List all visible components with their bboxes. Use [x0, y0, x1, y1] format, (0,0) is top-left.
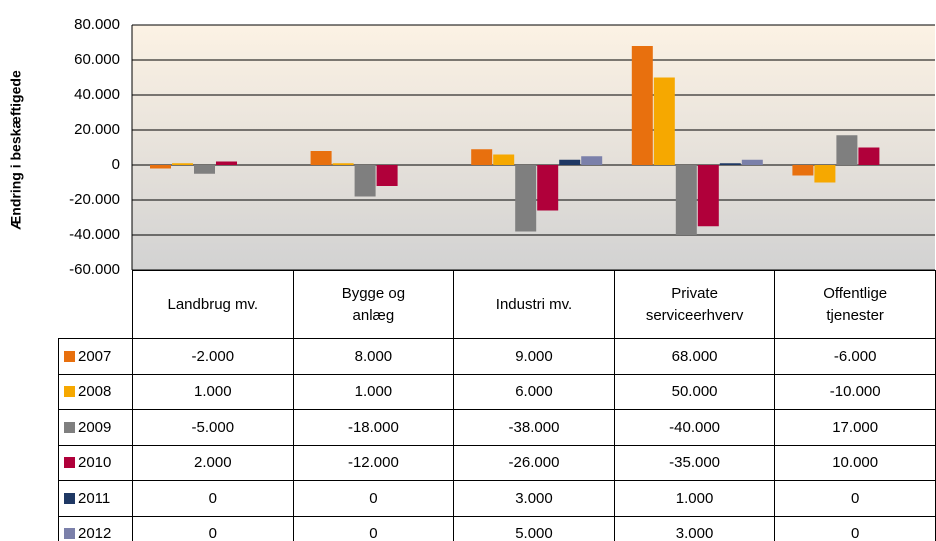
- legend-cell: 2009: [58, 409, 133, 446]
- legend-cell: 2011: [58, 480, 133, 517]
- y-axis-label: Ændring i beskæftigede: [8, 70, 24, 230]
- value-cell: -18.000: [292, 409, 455, 446]
- bar: [559, 159, 581, 165]
- legend-label: 2009: [78, 418, 112, 436]
- value-cell: 0: [132, 515, 294, 541]
- bar: [814, 165, 836, 183]
- y-tick-label: 80.000: [74, 16, 120, 33]
- data-table: Landbrug mv. Bygge og anlæg Industri mv. Pr…: [58, 270, 936, 541]
- legend-label: 2008: [78, 383, 112, 401]
- bar: [471, 149, 493, 165]
- bar: [631, 46, 653, 165]
- value-cell: -26.000: [453, 444, 615, 481]
- value-cell: 10.000: [774, 444, 936, 481]
- category-label: Industri mv.: [453, 270, 615, 339]
- value-cell: 0: [774, 515, 936, 541]
- legend-swatch: [64, 457, 75, 469]
- legend-swatch: [64, 386, 75, 398]
- bar: [493, 154, 515, 165]
- value-cell: 0: [292, 515, 455, 541]
- bar: [150, 165, 171, 169]
- bar: [581, 156, 603, 165]
- bar: [376, 165, 398, 186]
- table-row: 2009 -5.000 -18.000 -38.000 -40.000 17.000: [58, 409, 936, 446]
- bar: [792, 165, 814, 176]
- bar: [719, 163, 741, 165]
- header-row: Landbrug mv. Bygge og anlæg Industri mv. Pr…: [58, 270, 936, 339]
- legend-label: 2011: [78, 489, 111, 507]
- legend-label: 2007: [78, 347, 112, 365]
- legend-swatch: [64, 492, 75, 504]
- value-cell: 9.000: [453, 338, 615, 375]
- table-row: 2007 -2.000 8.000 9.000 68.000 -6.000: [58, 338, 936, 375]
- legend-cell: 2007: [58, 338, 133, 375]
- category-label: Offentlige tjenester: [774, 270, 936, 339]
- bar: [697, 165, 719, 227]
- value-cell: -6.000: [774, 338, 936, 375]
- y-tick-label: 60.000: [74, 51, 120, 68]
- value-cell: 68.000: [613, 338, 776, 375]
- bar: [194, 165, 215, 174]
- value-cell: -2.000: [132, 338, 294, 375]
- y-tick-label: 20.000: [74, 121, 120, 138]
- category-label: Bygge og anlæg: [292, 270, 455, 339]
- table-row: 2011 0 0 3.000 1.000 0: [58, 480, 936, 517]
- legend-swatch: [64, 350, 75, 362]
- legend-cell: 2010: [58, 444, 133, 481]
- bar: [515, 165, 537, 232]
- y-tick-label: -20.000: [69, 191, 120, 208]
- bar: [653, 77, 675, 165]
- bar: [836, 135, 858, 165]
- table-row: 2010 2.000 -12.000 -26.000 -35.000 10.000: [58, 444, 936, 481]
- plot-background: [132, 25, 935, 270]
- value-cell: 8.000: [292, 338, 455, 375]
- value-cell: 1.000: [613, 480, 776, 517]
- value-cell: -12.000: [292, 444, 455, 481]
- value-cell: 17.000: [774, 409, 936, 446]
- bar: [741, 159, 763, 165]
- y-tick-label: -40.000: [69, 226, 120, 243]
- value-cell: -10.000: [774, 373, 936, 410]
- y-tick-label: 0: [112, 156, 120, 173]
- table-row: 2012 0 0 5.000 3.000 0: [58, 515, 936, 541]
- bar: [858, 147, 880, 165]
- bar: [537, 165, 559, 211]
- value-cell: 3.000: [453, 480, 615, 517]
- legend-label: 2010: [78, 454, 112, 472]
- value-cell: 6.000: [453, 373, 615, 410]
- corner: [58, 270, 133, 339]
- legend-label: 2012: [78, 525, 112, 541]
- value-cell: -38.000: [453, 409, 615, 446]
- value-cell: 0: [292, 480, 455, 517]
- value-cell: -5.000: [132, 409, 294, 446]
- value-cell: 0: [774, 480, 936, 517]
- value-cell: 0: [132, 480, 294, 517]
- value-cell: -40.000: [613, 409, 776, 446]
- bar: [354, 165, 376, 197]
- value-cell: 1.000: [292, 373, 455, 410]
- value-cell: 2.000: [132, 444, 294, 481]
- category-label: Private serviceerhverv: [613, 270, 776, 339]
- value-cell: -35.000: [613, 444, 776, 481]
- y-tick-label: 40.000: [74, 86, 120, 103]
- legend-swatch: [64, 421, 75, 433]
- value-cell: 1.000: [132, 373, 294, 410]
- table-row: 2008 1.000 1.000 6.000 50.000 -10.000: [58, 373, 936, 410]
- value-cell: 3.000: [613, 515, 776, 541]
- bar: [310, 151, 332, 165]
- legend-cell: 2008: [58, 373, 133, 410]
- bar: [675, 165, 697, 235]
- legend-swatch: [64, 528, 75, 540]
- bar: [332, 163, 354, 165]
- category-label: Landbrug mv.: [132, 270, 294, 339]
- bar: [216, 161, 237, 165]
- value-cell: 5.000: [453, 515, 615, 541]
- value-cell: 50.000: [613, 373, 776, 410]
- legend-cell: 2012: [58, 515, 133, 541]
- bar: [172, 163, 193, 165]
